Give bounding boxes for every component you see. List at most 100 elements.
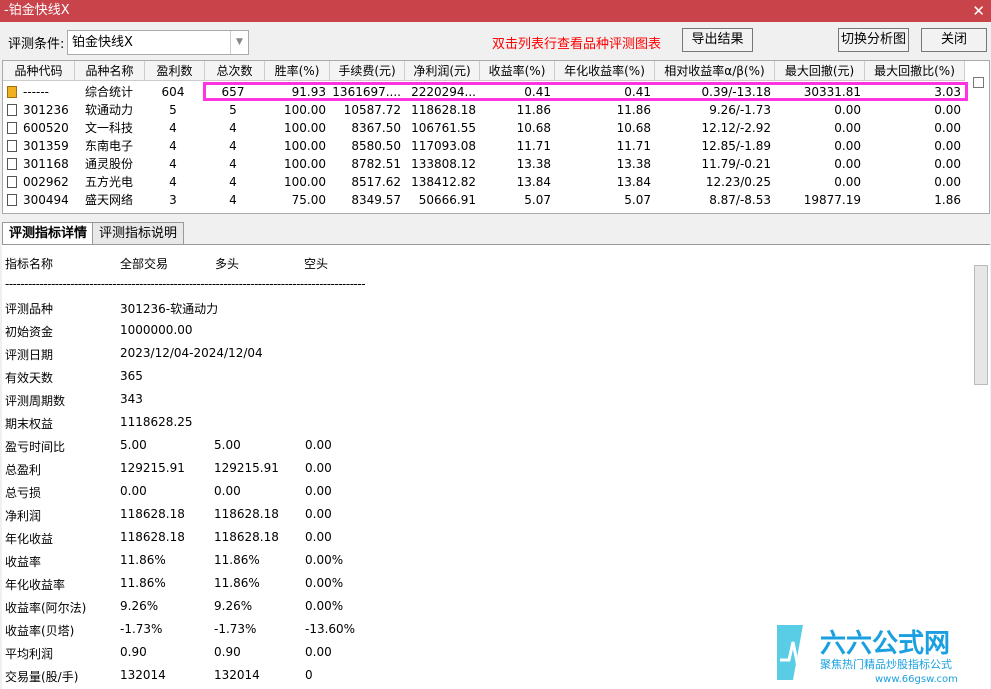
table-cell: 文一科技 — [85, 121, 134, 135]
tab-detail[interactable]: 评测指标详情 — [2, 222, 95, 245]
detail-value: 11.86% — [120, 576, 166, 590]
table-cell: 综合统计 — [85, 85, 134, 99]
table-row[interactable]: ------ 综合统计 604 657 91.93 1361697.... 2220294.… — [3, 83, 968, 101]
condition-select[interactable]: 铂金快线X ▼ — [67, 30, 249, 55]
detail-value: 1000000.00 — [120, 323, 193, 337]
table-cell: 12.12/-2.92 — [701, 121, 771, 135]
table-row[interactable]: 301168 通灵股份 4 4 100.00 8782.51 133808.12 13.38 1… — [3, 155, 968, 173]
detail-value: 0.00 — [214, 484, 241, 498]
detail-label: 评测日期 — [5, 348, 54, 362]
detail-label: 盈亏时间比 — [5, 440, 66, 454]
detail-value: 0.00 — [120, 484, 147, 498]
detail-label: 评测品种 — [5, 302, 54, 316]
table-cell: 12.85/-1.89 — [701, 139, 771, 153]
detail-value: 0.00% — [305, 553, 344, 567]
table-cell: 11.86 — [616, 103, 651, 117]
column-header[interactable]: 最大回撤比(%) — [865, 61, 965, 81]
scrollbar[interactable] — [974, 265, 988, 385]
column-header[interactable]: 手续费(元) — [330, 61, 405, 81]
condition-label: 评测条件: — [8, 37, 65, 52]
detail-label: 初始资金 — [5, 325, 54, 339]
document-icon — [7, 176, 17, 188]
column-header[interactable]: 盈利数 — [145, 61, 205, 81]
detail-header: 空头 — [304, 257, 329, 271]
table-cell: 30331.81 — [803, 85, 861, 99]
detail-value: 0.00 — [305, 461, 332, 475]
detail-value: 365 — [120, 369, 143, 383]
results-table[interactable]: 品种代码 品种名称 盈利数 总次数 胜率(%) 手续费(元) 净利润(元) 收益率(%) 年化收… — [2, 60, 990, 214]
table-cell: 10.68 — [616, 121, 651, 135]
table-cell: 5.07 — [624, 193, 651, 207]
table-cell: 19877.19 — [803, 193, 861, 207]
table-cell: 0.41 — [524, 85, 551, 99]
table-row[interactable]: 600520 文一科技 4 4 100.00 8367.50 106761.55 10.68 1… — [3, 119, 968, 137]
table-cell: 13.84 — [516, 175, 551, 189]
table-cell: 11.71 — [616, 139, 651, 153]
column-header[interactable]: 品种代码 — [3, 61, 75, 81]
table-row[interactable]: 301359 东南电子 4 4 100.00 8580.50 117093.08 11.71 1… — [3, 137, 968, 155]
table-cell: 0.00 — [834, 121, 861, 135]
column-header[interactable]: 最大回撤(元) — [775, 61, 865, 81]
table-cell: 2220294... — [411, 85, 476, 99]
column-header[interactable]: 相对收益率α/β(%) — [655, 61, 775, 81]
chevron-down-icon[interactable]: ▼ — [230, 31, 248, 54]
table-cell: 118628.18 — [411, 103, 476, 117]
table-cell: ------ — [23, 85, 49, 99]
table-cell: 盛天网络 — [85, 193, 134, 207]
table-cell: 10.68 — [516, 121, 551, 135]
detail-label: 年化收益率 — [5, 578, 66, 592]
table-cell: 3.03 — [934, 85, 961, 99]
detail-value: -1.73% — [214, 622, 257, 636]
column-header[interactable]: 品种名称 — [75, 61, 145, 81]
svg-text:聚焦热门精品炒股指标公式: 聚焦热门精品炒股指标公式 — [820, 657, 952, 671]
column-header[interactable]: 总次数 — [205, 61, 265, 81]
table-cell: 100.00 — [284, 139, 326, 153]
column-header[interactable]: 收益率(%) — [480, 61, 555, 81]
table-cell: 0.00 — [934, 121, 961, 135]
table-row[interactable]: 300494 盛天网络 3 4 75.00 8349.57 50666.91 5.07 5.07… — [3, 191, 968, 209]
selected-row-highlight — [203, 82, 968, 101]
column-header[interactable]: 胜率(%) — [265, 61, 330, 81]
divider: ----------------------------------------… — [5, 277, 366, 291]
table-cell: 11.71 — [516, 139, 551, 153]
table-cell: 8517.62 — [351, 175, 401, 189]
document-icon — [7, 194, 17, 206]
table-cell: 300494 — [23, 193, 69, 207]
detail-value: 1118628.25 — [120, 415, 193, 429]
column-header[interactable]: 净利润(元) — [405, 61, 480, 81]
document-icon — [7, 104, 17, 116]
detail-panel: 指标名称 全部交易 多头 空头 ----------------------------… — [2, 244, 990, 689]
table-row[interactable]: 002962 五方光电 4 4 100.00 8517.62 138412.82 13.84 1… — [3, 173, 968, 191]
detail-value: 0 — [305, 668, 313, 682]
table-cell: 604 — [161, 85, 185, 99]
checkbox[interactable] — [973, 77, 984, 88]
switch-chart-button[interactable]: 切换分析图 — [838, 28, 909, 52]
column-header[interactable]: 年化收益率(%) — [555, 61, 655, 81]
detail-value: 0.00 — [305, 438, 332, 452]
close-icon[interactable]: ✕ — [972, 2, 985, 20]
close-button[interactable]: 关闭 — [921, 28, 987, 52]
detail-label: 评测周期数 — [5, 394, 66, 408]
table-row[interactable]: 301236 软通动力 5 5 100.00 10587.72 118628.18 11.86… — [3, 101, 968, 119]
detail-label: 交易量(股/手) — [5, 670, 79, 684]
table-cell: 0.00 — [834, 139, 861, 153]
table-cell: 100.00 — [284, 103, 326, 117]
table-cell: 75.00 — [291, 193, 326, 207]
detail-value: 343 — [120, 392, 143, 406]
detail-value: 129215.91 — [120, 461, 185, 475]
table-cell: 13.38 — [516, 157, 551, 171]
detail-value: 0.00 — [305, 645, 332, 659]
detail-value: -13.60% — [305, 622, 356, 636]
detail-label: 净利润 — [5, 509, 42, 523]
title-bar: -铂金快线X ✕ — [0, 0, 991, 22]
detail-value: 9.26% — [120, 599, 159, 613]
tab-explain[interactable]: 评测指标说明 — [92, 222, 185, 245]
export-button[interactable]: 导出结果 — [682, 28, 753, 52]
detail-value: 11.86% — [214, 553, 260, 567]
table-cell: 4 — [169, 157, 177, 171]
detail-value: 118628.18 — [214, 530, 279, 544]
detail-value: 2023/12/04-2024/12/04 — [120, 346, 263, 360]
table-cell: 117093.08 — [411, 139, 476, 153]
detail-value: 0.00 — [305, 484, 332, 498]
svg-text:六六公式网: 六六公式网 — [820, 629, 950, 659]
